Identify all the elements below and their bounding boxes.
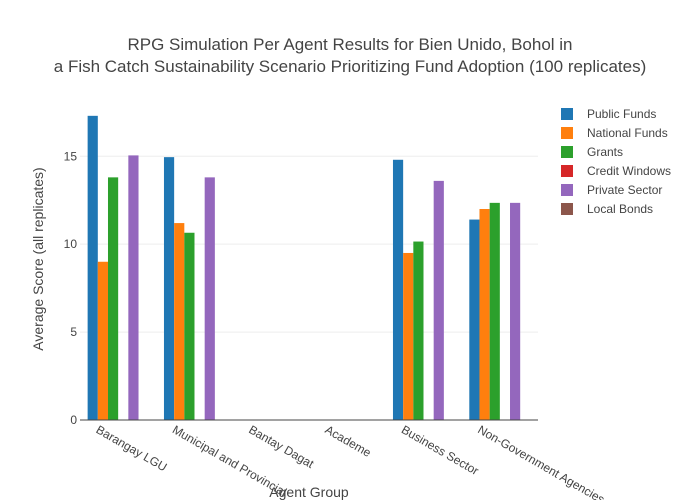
bars [87, 115, 521, 421]
y-tick-label: 0 [70, 413, 77, 427]
bar [510, 202, 521, 420]
bar [184, 232, 195, 420]
bar [163, 157, 175, 420]
y-tick-label: 15 [64, 149, 78, 163]
legend-label: Public Funds [587, 107, 656, 121]
chart-title: RPG Simulation Per Agent Results for Bie… [54, 35, 646, 76]
bar [87, 115, 98, 421]
bar [403, 252, 414, 420]
legend-swatch [561, 108, 573, 120]
y-axis-title: Average Score (all replicates) [30, 167, 46, 350]
bar [469, 219, 480, 420]
bar [128, 155, 139, 420]
legend-label: National Funds [587, 126, 668, 140]
bar [479, 209, 490, 420]
bar [174, 223, 185, 420]
legend-label: Credit Windows [587, 164, 671, 178]
legend: Public Funds National Funds Grants Credit W… [561, 107, 671, 216]
bar [107, 177, 119, 420]
legend-swatch [561, 184, 573, 196]
chart-title-line-2: a Fish Catch Sustainability Scenario Pri… [54, 57, 646, 76]
bar [413, 241, 424, 420]
chart-title-line-1: RPG Simulation Per Agent Results for Bie… [127, 35, 572, 54]
bar [489, 202, 500, 420]
y-tick-label: 5 [70, 325, 77, 339]
y-tick-label: 10 [64, 237, 78, 251]
y-axis-ticks: 0 5 10 15 [64, 149, 78, 427]
legend-swatch [561, 127, 573, 139]
legend-swatch [561, 146, 573, 158]
legend-label: Grants [587, 145, 623, 159]
legend-label: Local Bonds [587, 202, 653, 216]
x-axis-title: Agent Group [269, 484, 349, 500]
bar [97, 261, 108, 420]
legend-swatch [561, 203, 573, 215]
bar [204, 177, 215, 420]
legend-label: Private Sector [587, 183, 662, 197]
legend-swatch [561, 165, 573, 177]
gridlines [80, 155, 538, 333]
bar [392, 159, 404, 420]
bar [433, 180, 444, 420]
